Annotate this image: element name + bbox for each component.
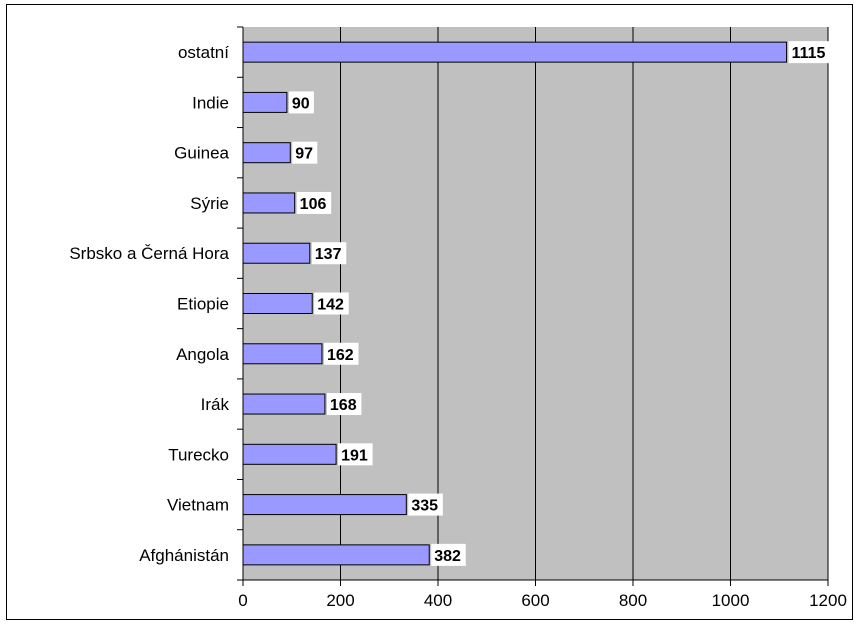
category-label-angola: Angola (176, 345, 229, 364)
bar-guinea (242, 142, 291, 164)
category-label-vietnam: Vietnam (167, 496, 229, 515)
data-label-bg-vietnam (408, 493, 443, 516)
x-tick-label-1000: 1000 (712, 591, 750, 610)
bar-srbsko-a-cerna-hora (242, 242, 311, 264)
x-tick-label-400: 400 (424, 591, 452, 610)
category-label-guinea: Guinea (174, 144, 229, 163)
x-tick-label-800: 800 (619, 591, 647, 610)
bar-irak (242, 393, 326, 415)
data-label-angola: 162 (327, 347, 354, 364)
category-label-syrie: Sýrie (190, 194, 229, 213)
category-label-srbsko-a-cerna-hora: Srbsko a Černá Hora (69, 244, 229, 263)
data-label-bg-srbsko-a-cerna-hora (311, 242, 347, 265)
category-label-ostatni: ostatní (178, 43, 229, 62)
gridlines (340, 27, 829, 580)
data-label-turecko: 191 (341, 447, 368, 464)
data-label-bg-ostatni (788, 41, 833, 64)
data-label-bg-turecko (338, 443, 373, 466)
bar-syrie (242, 192, 296, 214)
category-labels: ostatní Indie Guinea Sýrie Srbsko a Černá Ho… (69, 43, 229, 565)
bar-angola (242, 343, 323, 365)
x-tick-label-600: 600 (521, 591, 549, 610)
bar-ostatni (242, 41, 788, 63)
category-label-indie: Indie (192, 93, 229, 112)
bar-afghanistan (242, 544, 430, 566)
category-label-irak: Irák (201, 395, 230, 414)
bar-etiopie (242, 293, 313, 314)
data-labels: 1115 90 97 106 137 142 162 168 191 335 382 (288, 41, 833, 566)
data-label-bg-indie (288, 91, 314, 114)
x-tick-label-0: 0 (238, 591, 247, 610)
bars (242, 41, 788, 566)
data-label-etiopie: 142 (317, 297, 344, 314)
data-label-bg-afghanistan (431, 543, 466, 566)
data-label-ostatni: 1115 (792, 45, 826, 62)
data-label-irak: 168 (330, 397, 357, 414)
category-label-turecko: Turecko (168, 445, 229, 464)
category-label-etiopie: Etiopie (177, 295, 229, 314)
bar-vietnam (242, 494, 407, 516)
axes (237, 26, 829, 586)
x-tick-label-1200: 1200 (809, 591, 847, 610)
x-tick-label-200: 200 (326, 591, 354, 610)
data-label-bg-angola (323, 342, 359, 365)
data-label-bg-irak (326, 393, 362, 416)
data-label-syrie: 106 (300, 196, 327, 213)
data-label-guinea: 97 (295, 146, 313, 163)
bar-indie (242, 91, 288, 113)
bar-turecko (242, 443, 337, 465)
data-label-bg-syrie (296, 191, 332, 214)
data-label-afghanistan: 382 (434, 548, 461, 565)
data-label-indie: 90 (292, 95, 310, 112)
data-label-bg-guinea (292, 141, 318, 164)
category-label-afghanistan: Afghánistán (139, 546, 229, 565)
tick-labels: 0 200 400 600 800 1000 1200 (238, 591, 847, 610)
data-label-bg-etiopie (314, 292, 349, 315)
data-label-srbsko-a-cerna-hora: 137 (315, 246, 342, 263)
data-label-vietnam: 335 (411, 498, 438, 515)
